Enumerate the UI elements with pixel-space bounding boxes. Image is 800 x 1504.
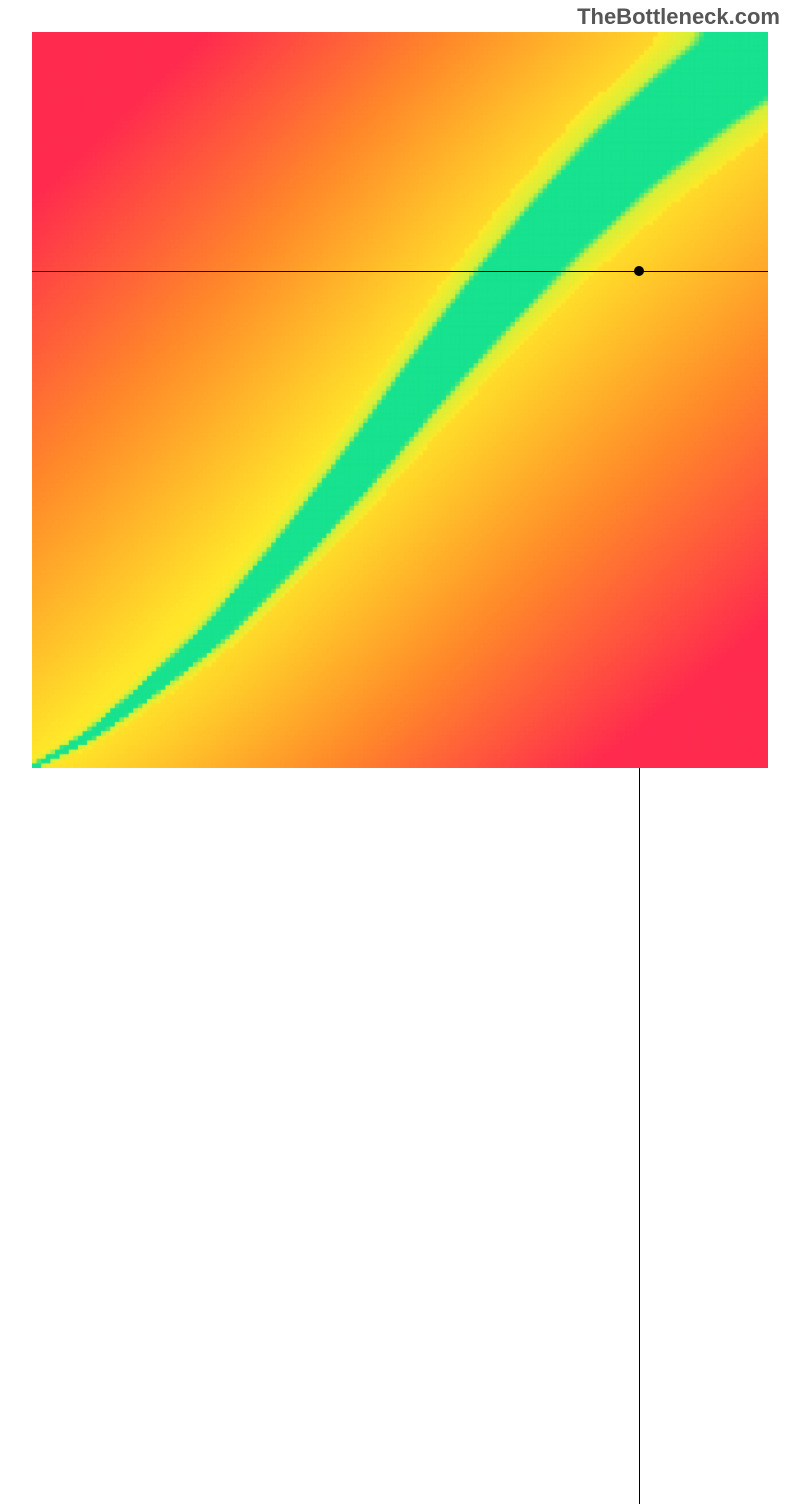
crosshair-marker [634, 266, 644, 276]
crosshair-vertical [639, 768, 640, 1504]
watermark-text: TheBottleneck.com [577, 4, 780, 30]
heatmap-canvas [32, 32, 768, 768]
plot-area [32, 32, 768, 768]
crosshair-horizontal [32, 271, 768, 272]
